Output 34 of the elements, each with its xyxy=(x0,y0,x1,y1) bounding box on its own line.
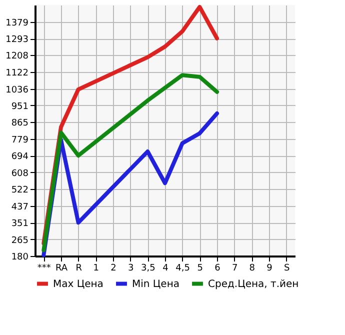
y-tick-label: 437 xyxy=(11,202,28,212)
y-tick-label: 265 xyxy=(11,236,28,246)
x-tick-label: 3,5 xyxy=(141,264,156,274)
y-tick-label: 779 xyxy=(11,135,29,146)
legend-label: Сред.Цена, т.йен xyxy=(208,278,299,290)
line-series xyxy=(42,73,219,252)
x-tick-label: 4 xyxy=(162,264,169,274)
y-tick-label: 865 xyxy=(11,118,28,129)
x-tick-label: 2 xyxy=(110,264,116,274)
y-tick-label: 694 xyxy=(11,152,29,162)
y-tick-label: 1122 xyxy=(6,68,28,78)
y-tick-label: 951 xyxy=(11,102,28,112)
legend-label: Max Цена xyxy=(53,278,104,290)
x-tick-label: 3 xyxy=(128,264,134,274)
y-tick-label: 351 xyxy=(11,219,28,230)
x-tick-label: S xyxy=(284,264,290,274)
x-tick-label: *** xyxy=(37,264,52,274)
x-tick-label: 8 xyxy=(249,264,256,274)
y-tick-label: 180 xyxy=(11,252,29,262)
x-tick-label: 1 xyxy=(93,264,100,274)
y-tick-label: 1036 xyxy=(6,85,29,96)
y-tick-label: 1379 xyxy=(6,18,29,28)
x-tick-label: R xyxy=(76,264,82,274)
legend-label: Min Цена xyxy=(132,278,180,290)
x-tick-label: 5 xyxy=(197,264,204,274)
y-tick-label: 1208 xyxy=(6,52,29,62)
y-tick-label: 522 xyxy=(11,186,28,196)
x-tick-label: 6 xyxy=(214,264,221,274)
x-tick-label: 9 xyxy=(266,264,273,274)
x-tick-label: 7 xyxy=(232,264,238,274)
x-tick-label: 4,5 xyxy=(176,264,190,274)
y-tick-label: 1293 xyxy=(6,35,28,46)
x-tick-label: RA xyxy=(55,264,68,274)
y-tick-label: 608 xyxy=(11,168,29,179)
